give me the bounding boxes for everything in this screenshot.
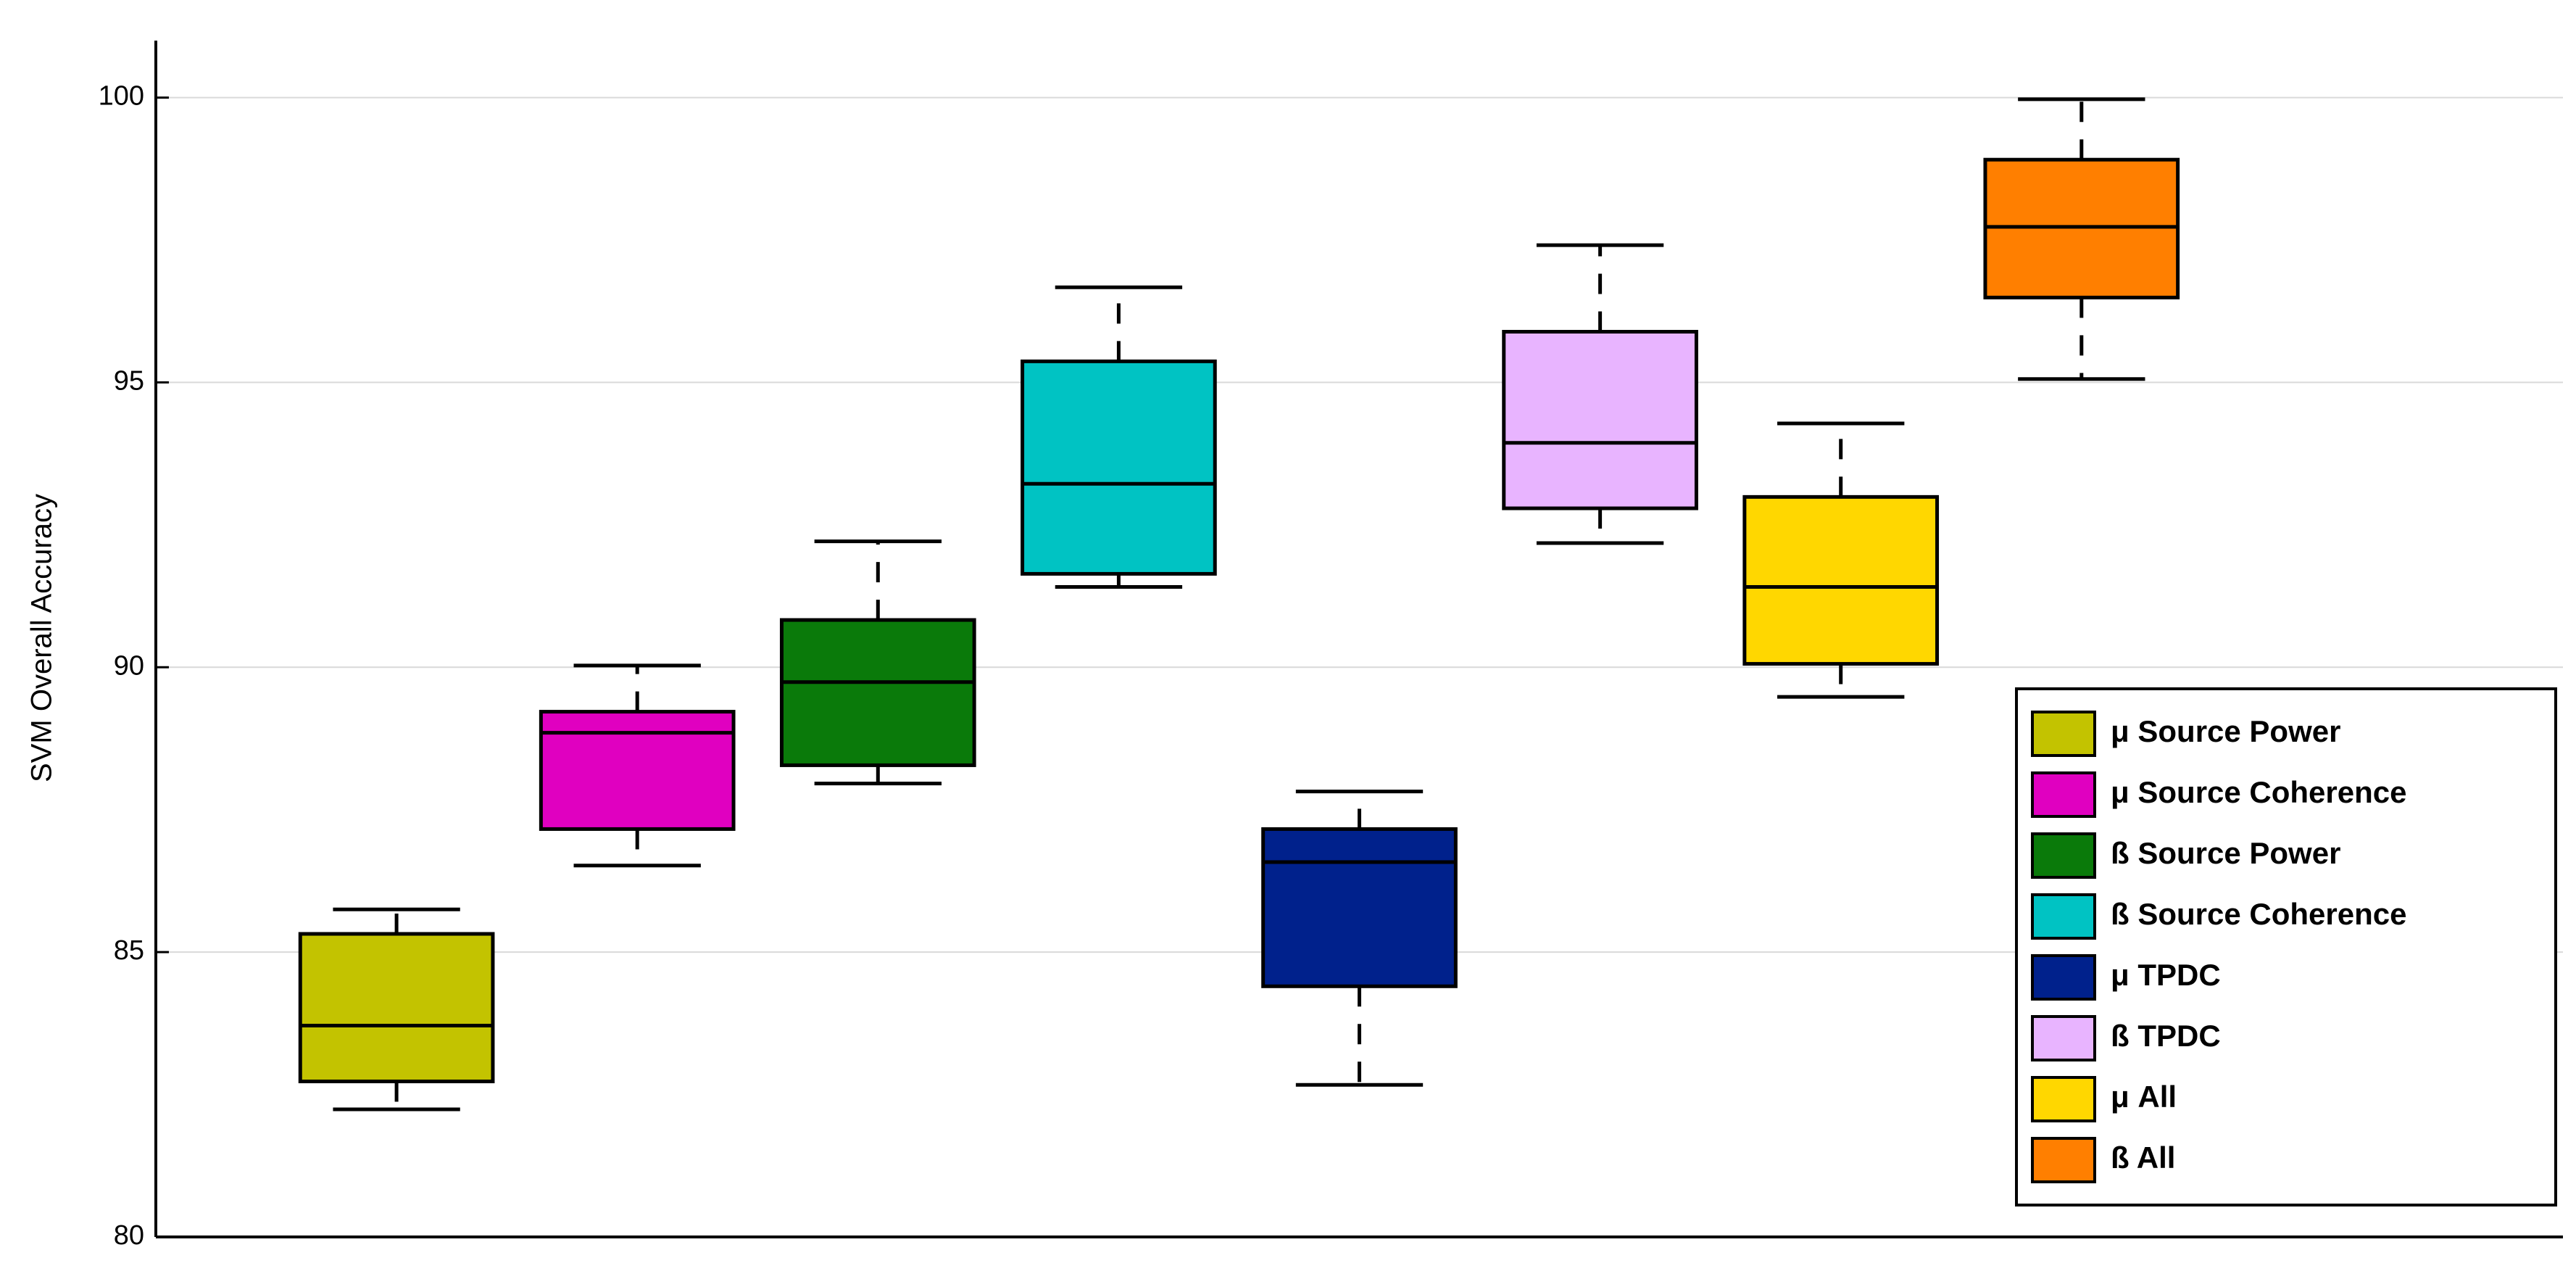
legend-swatch <box>2031 1076 2096 1122</box>
box-group <box>1742 421 1940 699</box>
box <box>1021 359 1217 576</box>
legend-swatch <box>2031 954 2096 1001</box>
legend-label: ß All <box>2111 1141 2175 1175</box>
box-group <box>1983 97 2180 381</box>
legend-swatch <box>2031 832 2096 879</box>
legend-label: ß TPDC <box>2111 1019 2221 1053</box>
box-group <box>1261 790 1458 1087</box>
legend-label: μ Source Coherence <box>2111 775 2407 809</box>
box <box>298 932 495 1083</box>
legend-label: ß Source Coherence <box>2111 897 2406 931</box>
box-group <box>1502 243 1698 545</box>
y-tick-label: 90 <box>114 650 144 681</box>
y-tick-label: 80 <box>114 1220 144 1251</box>
legend-label: ß Source Power <box>2111 836 2340 870</box>
legend-swatch <box>2031 711 2096 757</box>
box <box>1261 827 1458 988</box>
box <box>1742 494 1940 666</box>
box-group <box>1021 285 1217 589</box>
legend-swatch <box>2031 771 2096 818</box>
legend-label: μ TPDC <box>2111 958 2221 992</box>
box-group <box>779 539 976 786</box>
box <box>1502 330 1698 510</box>
y-tick-label: 85 <box>114 935 144 966</box>
y-tick-label: 100 <box>99 81 144 112</box>
legend-swatch <box>2031 1137 2096 1183</box>
legend-swatch <box>2031 1015 2096 1061</box>
legend-label: μ Source Power <box>2111 714 2340 748</box>
legend-box <box>2015 687 2557 1206</box>
box-group <box>298 907 495 1112</box>
box-group <box>539 663 736 868</box>
y-tick-label: 95 <box>114 365 144 396</box>
legend-label: μ All <box>2111 1080 2177 1114</box>
legend-swatch <box>2031 893 2096 940</box>
y-axis-label: SVM Overall Accuracy <box>26 494 58 782</box>
box <box>779 618 976 767</box>
box <box>539 710 736 831</box>
